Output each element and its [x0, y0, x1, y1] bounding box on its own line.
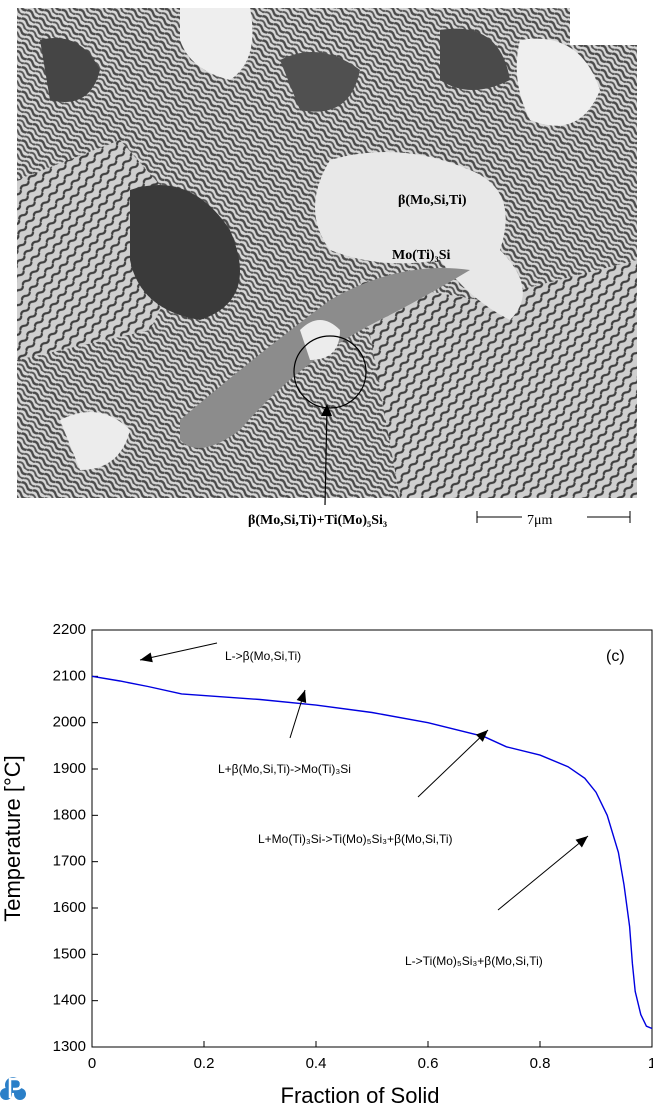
phase-label: β(Mo,Si,Ti) [398, 193, 467, 208]
y-tick-label: 2000 [53, 714, 86, 731]
arrow-head [575, 836, 588, 848]
y-axis-label: Temperature [°C] [0, 755, 25, 922]
annotation-arrow [497, 835, 589, 911]
x-tick-label: 0.2 [194, 1055, 215, 1072]
annotation-arrow [417, 729, 489, 798]
data-line [91, 675, 653, 1030]
logo [0, 1077, 26, 1100]
y-tick-label: 1500 [53, 945, 86, 962]
panel-label: (c) [606, 648, 625, 665]
scale-bar-label: 7μm [527, 513, 553, 528]
x-tick-label: 0.8 [530, 1055, 551, 1072]
arrow-head [140, 652, 153, 663]
y-tick-label: 1700 [53, 853, 86, 870]
arrow-head [475, 730, 488, 742]
plot-frame [91, 629, 653, 1048]
x-tick-label: 1 [648, 1055, 653, 1072]
phase-label: Mo(Ti)₃Si [392, 248, 450, 263]
annotation: L->Ti(Mo)₅Si₃+β(Mo,Si,Ti) [405, 954, 543, 968]
phase-label: β(Mo,Si,Ti)+Ti(Mo)₅Si₃ [248, 513, 387, 528]
y-tick-label: 1800 [53, 806, 86, 823]
y-tick-label: 1300 [53, 1038, 86, 1055]
y-tick-label: 2100 [53, 667, 86, 684]
y-tick-label: 2200 [53, 621, 86, 638]
annotation-arrow [139, 642, 218, 661]
x-tick-label: 0 [88, 1055, 96, 1072]
y-tick-label: 1400 [53, 992, 86, 1009]
x-axis-label: Fraction of Solid [281, 1083, 440, 1108]
annotation: L+Mo(Ti)₃Si->Ti(Mo)₅Si₃+β(Mo,Si,Ti) [258, 832, 453, 846]
x-tick-label: 0.6 [418, 1055, 439, 1072]
annotation: L+β(Mo,Si,Ti)->Mo(Ti)₃Si [218, 762, 351, 776]
arrow-head [296, 690, 307, 703]
micrograph [17, 8, 637, 523]
annotation: L->β(Mo,Si,Ti) [225, 649, 301, 663]
y-tick-label: 1900 [53, 760, 86, 777]
x-tick-label: 0.4 [306, 1055, 327, 1072]
y-tick-label: 1600 [53, 899, 86, 916]
